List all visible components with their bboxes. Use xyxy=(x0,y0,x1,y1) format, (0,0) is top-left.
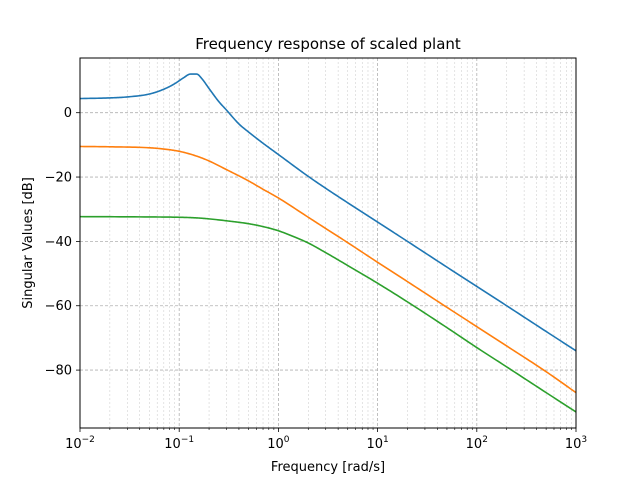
y-axis-title: Singular Values [dB] xyxy=(21,177,36,309)
x-tick-label: 10−1 xyxy=(164,435,194,452)
y-tick-label: −80 xyxy=(45,364,72,379)
y-tick-label: −20 xyxy=(45,171,72,186)
x-tick-label: 100 xyxy=(267,435,290,452)
chart-title: Frequency response of scaled plant xyxy=(195,35,461,53)
x-tick-label: 102 xyxy=(466,435,488,452)
y-axis-ticks: 0 −20 −40 −60 −80 xyxy=(45,106,80,379)
series-layer xyxy=(79,73,577,413)
y-tick-label: 0 xyxy=(64,106,72,121)
y-tick-label: −40 xyxy=(45,235,72,250)
series-line-3 xyxy=(79,215,577,413)
x-axis-title: Frequency [rad/s] xyxy=(271,460,385,475)
x-axis-ticks: 10−2 10−1 100 101 102 103 xyxy=(65,428,587,452)
series-line-1 xyxy=(79,73,577,352)
x-tick-label: 101 xyxy=(366,435,388,452)
x-tick-label: 10−2 xyxy=(65,435,95,452)
x-tick-label: 103 xyxy=(565,435,587,452)
plot-frame xyxy=(79,57,577,429)
y-tick-label: −60 xyxy=(45,299,72,314)
grid-layer xyxy=(79,58,577,428)
series-line-2 xyxy=(79,145,577,394)
